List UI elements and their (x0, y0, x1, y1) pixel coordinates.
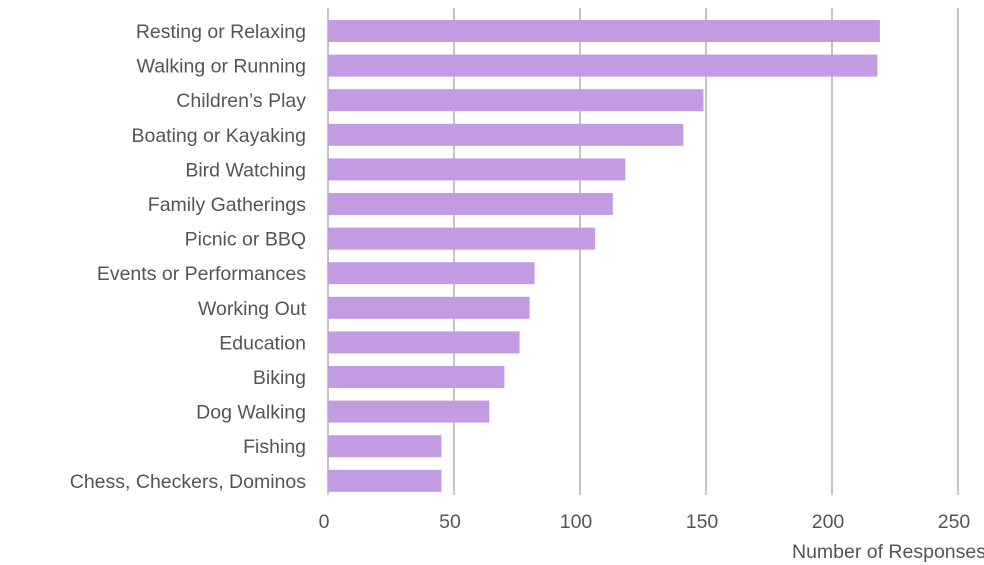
bar (328, 193, 613, 215)
bar (328, 400, 490, 423)
category-label: Dog Walking (196, 402, 306, 424)
bar (328, 331, 520, 354)
x-tick-label: 100 (560, 511, 593, 533)
x-tick-label: 50 (439, 511, 461, 533)
bar (328, 158, 626, 181)
x-tick-label: 0 (319, 511, 330, 533)
bar (328, 262, 535, 285)
category-labels: Resting or Relaxing Walking or Running Chi… (70, 21, 307, 493)
bar (328, 54, 878, 77)
bar (328, 123, 684, 146)
x-tick-label: 150 (686, 511, 719, 533)
category-label: Resting or Relaxing (136, 21, 306, 43)
bars (328, 20, 880, 492)
category-label: Education (219, 332, 306, 354)
category-label: Biking (253, 367, 306, 389)
x-tick-label: 200 (812, 511, 845, 533)
x-axis-tick-labels: 0 50 100 150 200 250 (319, 511, 971, 533)
category-label: Walking or Running (137, 56, 306, 78)
category-label: Boating or Kayaking (131, 125, 306, 147)
x-axis-title: Number of Responses (792, 541, 984, 563)
bar (328, 89, 704, 112)
category-label: Picnic or BBQ (185, 229, 306, 251)
category-label: Chess, Checkers, Dominos (70, 471, 306, 493)
category-label: Children’s Play (176, 90, 306, 112)
category-label: Fishing (243, 436, 306, 458)
bar (328, 469, 442, 492)
bar (328, 296, 530, 319)
bar (328, 227, 596, 250)
bar (328, 366, 505, 388)
category-label: Bird Watching (185, 159, 306, 181)
category-label: Family Gatherings (148, 194, 306, 216)
category-label: Working Out (198, 298, 307, 320)
x-tick-label: 250 (938, 511, 971, 533)
bar (328, 20, 880, 42)
category-label: Events or Performances (97, 263, 306, 285)
bar (328, 435, 442, 458)
